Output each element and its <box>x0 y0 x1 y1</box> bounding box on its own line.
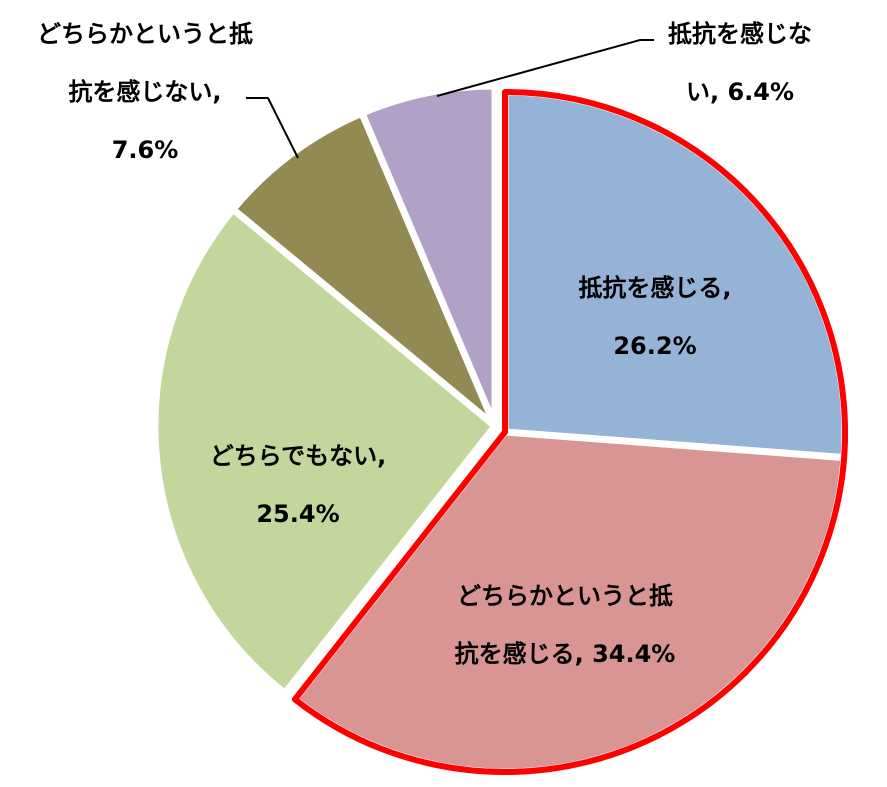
slice-label-3-line-2: 7.6% <box>112 136 179 164</box>
leader-line-4 <box>436 39 654 97</box>
slice-label-1-line-1: 抗を感じる, 34.4% <box>455 640 676 668</box>
slice-label-3-line-0: どちらかというと抵 <box>37 20 253 48</box>
leader-lines <box>246 39 654 159</box>
slice-label-1-line-0: どちらかというと抵 <box>457 582 673 610</box>
leader-line-3 <box>246 97 299 159</box>
slice-label-3-line-1: 抗を感じない, <box>68 78 221 106</box>
slice-label-0-line-0: 抵抗を感じる, <box>578 274 731 302</box>
pie-slice-2 <box>151 205 499 697</box>
pie-slices <box>151 82 849 776</box>
slice-label-4-line-1: い, 6.4% <box>686 78 794 106</box>
pie-slice-3 <box>229 109 499 430</box>
slice-label-2-line-1: 25.4% <box>256 500 339 528</box>
slice-label-0-line-1: 26.2% <box>613 332 696 360</box>
slice-label-2-line-0: どちらでもない, <box>210 442 386 470</box>
highlight-outline <box>291 89 848 775</box>
pie-slice-4 <box>358 82 499 430</box>
slice-label-4-line-0: 抵抗を感じな <box>668 20 812 48</box>
